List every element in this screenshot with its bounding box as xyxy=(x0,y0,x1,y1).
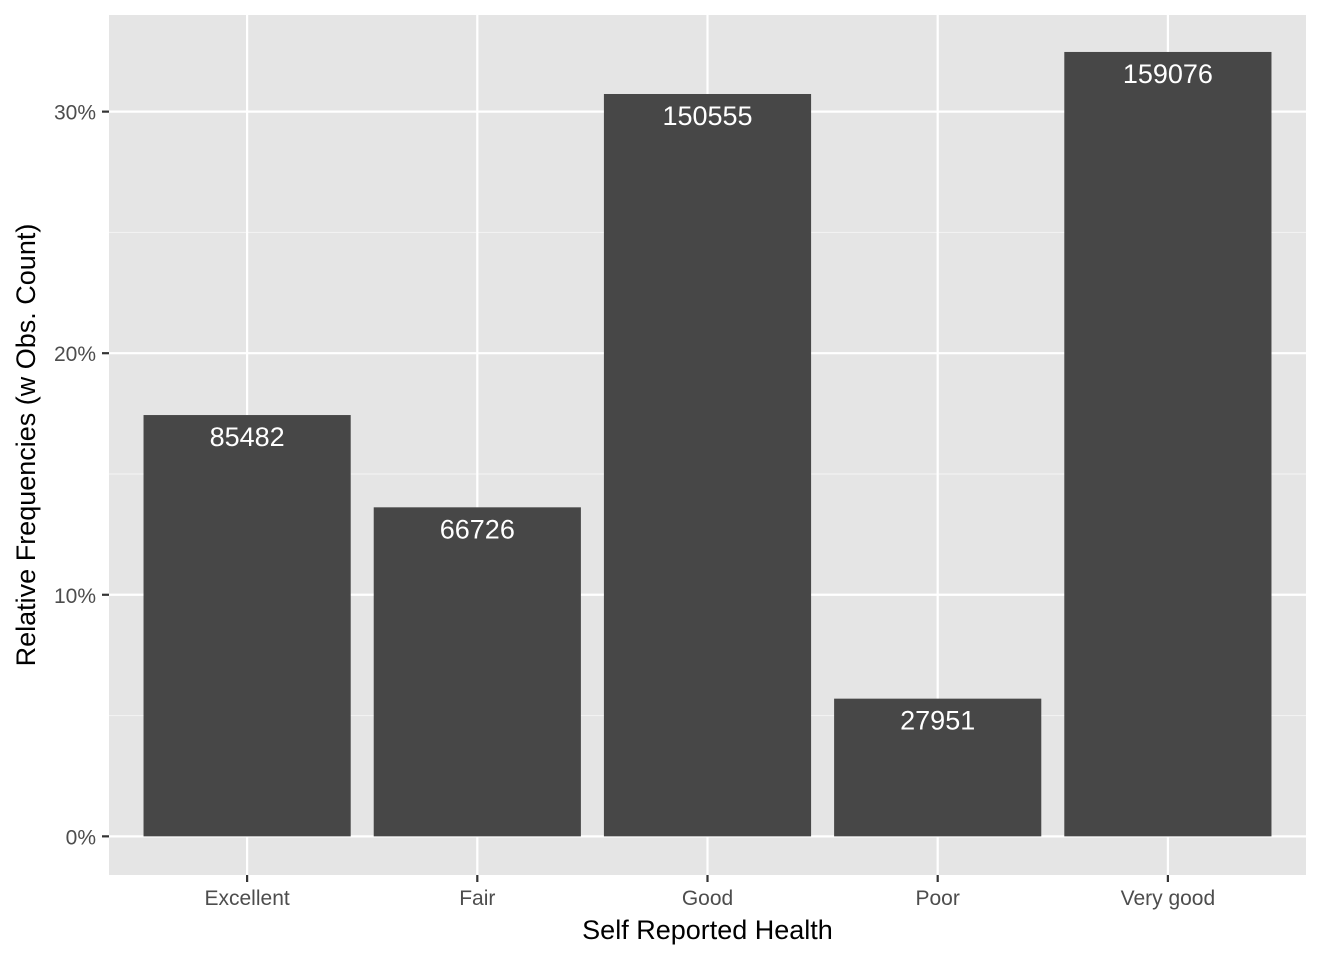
x-tick-label: Good xyxy=(682,887,733,910)
bar-fair xyxy=(373,507,581,837)
y-tick-label: 20% xyxy=(54,343,96,366)
data-label: 66726 xyxy=(440,514,515,544)
data-label: 159076 xyxy=(1123,59,1213,89)
y-axis: 0% 10% 20% 30% xyxy=(54,102,109,849)
bar-good xyxy=(603,93,812,837)
data-label: 150555 xyxy=(662,101,752,131)
data-label: 27951 xyxy=(900,706,975,736)
data-labels: 85482 66726 150555 27951 159076 xyxy=(210,59,1213,736)
y-tick-label: 0% xyxy=(66,826,96,849)
bar-very-good xyxy=(1064,51,1272,837)
y-tick-label: 10% xyxy=(54,585,96,608)
x-tick-label: Very good xyxy=(1121,887,1216,910)
data-label: 85482 xyxy=(210,422,285,452)
x-tick-label: Fair xyxy=(459,887,495,910)
y-tick-label: 30% xyxy=(54,102,96,125)
x-axis: Excellent Fair Good Poor Very good xyxy=(205,875,1216,910)
y-axis-title: Relative Frequencies (w Obs. Count) xyxy=(11,224,41,667)
x-tick-label: Excellent xyxy=(205,887,290,910)
bar-poor xyxy=(834,698,1042,837)
x-axis-title: Self Reported Health xyxy=(582,915,833,945)
bar-excellent xyxy=(143,415,351,837)
x-tick-label: Poor xyxy=(916,887,960,910)
bars xyxy=(143,51,1272,837)
